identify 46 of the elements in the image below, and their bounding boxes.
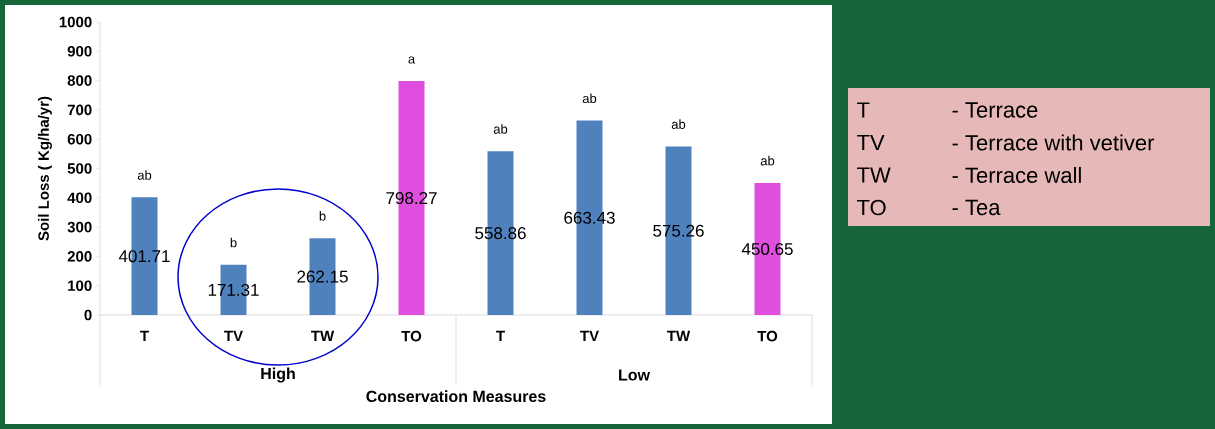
x-tick-label: TO [401, 330, 422, 342]
x-tick-label: TV [580, 330, 599, 342]
y-tick-label: 900 [67, 45, 92, 57]
data-label: 558.86 [475, 227, 526, 240]
annotation: ab [493, 124, 508, 134]
text: - Terrace wall [952, 166, 1081, 184]
annotation: ab [137, 170, 152, 180]
text: - Terrace with vetiver [952, 134, 1155, 151]
annotation: b [230, 237, 237, 248]
text: T [857, 102, 870, 118]
text: TV [857, 134, 885, 151]
data-label: 663.43 [564, 211, 615, 224]
y-tick-label: 600 [67, 133, 92, 145]
text: Low [619, 369, 651, 381]
text: - Terrace [952, 102, 1038, 118]
x-tick-label: TV [224, 330, 243, 342]
x-tick-label: TO [757, 330, 778, 342]
x-tick-label: TW [667, 330, 691, 342]
y-tick-label: 1000 [59, 16, 92, 28]
x-tick-label: TW [311, 330, 335, 342]
y-tick-label: 200 [67, 251, 92, 262]
y-tick-label: 700 [67, 104, 92, 116]
data-label: 450.65 [741, 242, 793, 255]
annotation: ab [582, 93, 597, 104]
y-tick-label: 800 [67, 75, 92, 86]
annotation: ab [760, 155, 775, 166]
data-label: 575.26 [653, 224, 704, 237]
annotation: ab [671, 119, 686, 129]
annotation: a [408, 56, 416, 64]
y-axis-title: Soil Loss ( Kg/ha/yr) [37, 96, 52, 241]
y-tick-label: 400 [67, 192, 92, 204]
data-label: 798.27 [386, 192, 437, 205]
x-axis-title: Conservation Measures [366, 390, 546, 403]
text: TO [857, 199, 886, 216]
annotation: b [319, 211, 326, 221]
y-tick-label: 300 [67, 221, 92, 233]
data-label: 401.71 [118, 250, 170, 263]
x-tick-label: T [496, 330, 505, 342]
text: - Tea [952, 199, 1001, 216]
data-label: 262.15 [297, 270, 348, 283]
text: High [261, 367, 295, 383]
x-tick-label: T [140, 330, 149, 342]
y-tick-label: 100 [68, 280, 92, 292]
text: TW [857, 167, 891, 183]
y-tick-label: 0 [84, 309, 92, 321]
y-tick-label: 500 [67, 163, 92, 174]
